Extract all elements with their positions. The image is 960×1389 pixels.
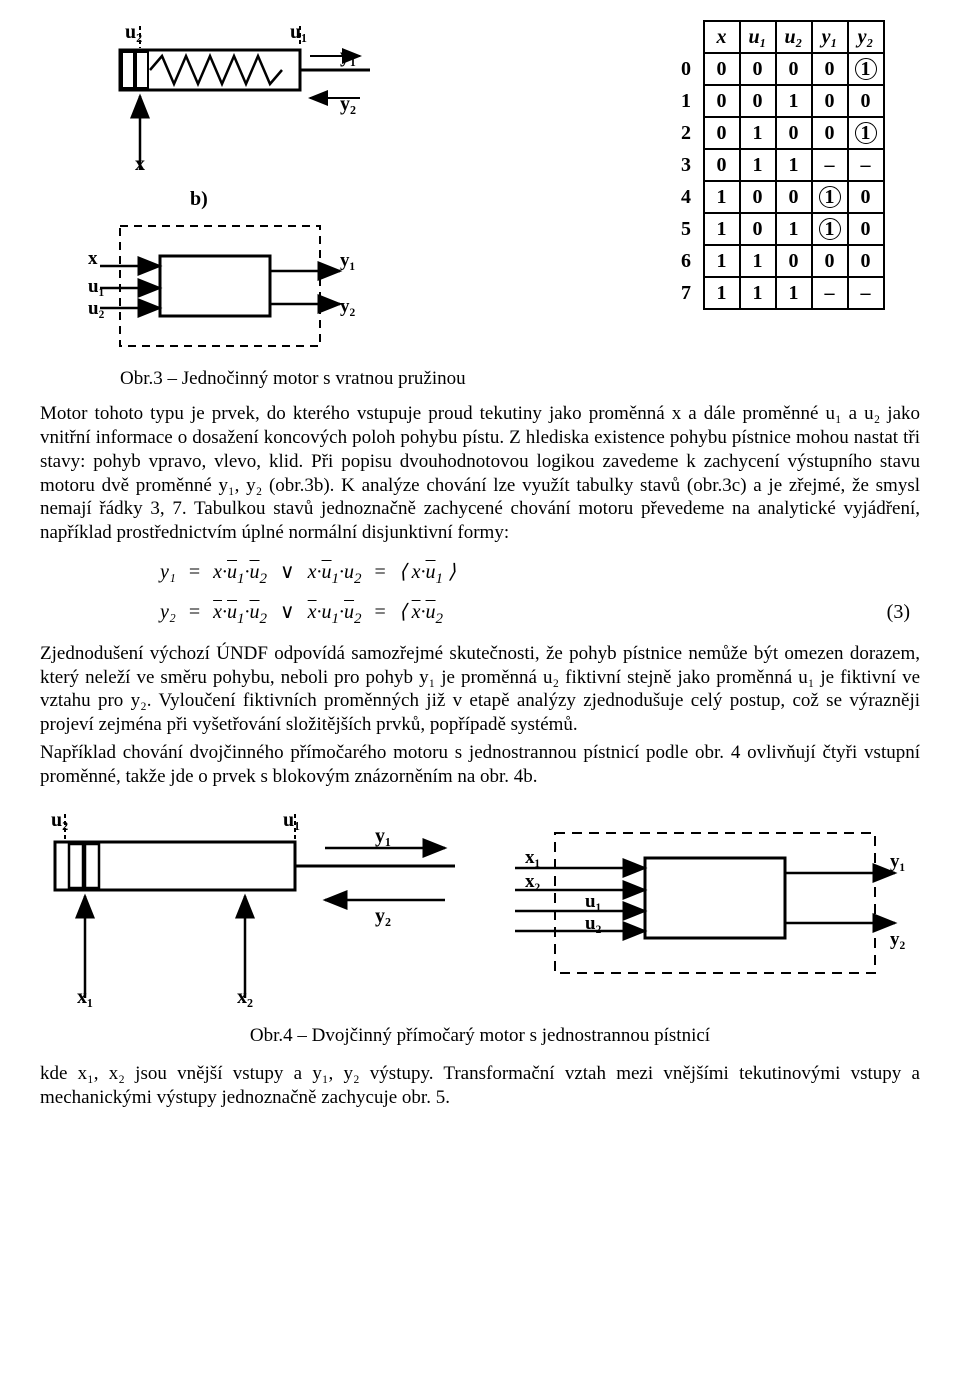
- svg-text:u₁: u₁: [585, 891, 601, 912]
- svg-text:y₁: y₁: [375, 825, 391, 847]
- para4: kde x₁, x₂ jsou vnější vstupy a y₁, y₂ v…: [40, 1062, 920, 1110]
- fig4-caption: Obr.4 – Dvojčinný přímočarý motor s jedn…: [40, 1024, 920, 1048]
- label-u2: u₂: [125, 21, 142, 43]
- svg-text:x₂: x₂: [525, 871, 541, 892]
- fig4-block-svg: x₁ x₂ u₁ u₂ y₁ y₂: [495, 823, 915, 993]
- eq-y2: y₂ = x·u1·u2 ∨ x·u1·u2 = ⟨ x·u2 (3): [160, 593, 920, 634]
- label-y2: y₂: [340, 93, 356, 115]
- svg-text:y₂: y₂: [890, 929, 906, 950]
- figure4-area: u₂ u₁ y₁ y₂ x₁ x₂ x₁ x₂ u₁: [40, 808, 920, 1008]
- svg-text:x₁: x₁: [525, 847, 540, 868]
- blk-x: x: [88, 248, 98, 269]
- blk-u1: u₁: [88, 276, 104, 297]
- para2: Zjednodušení výchozí ÚNDF odpovídá samoz…: [40, 642, 920, 737]
- svg-text:x₁: x₁: [77, 986, 93, 1008]
- state-table: xu₁u₂y₁y₂0000011001002010013011––4100105…: [676, 20, 885, 310]
- label-u1: u₁: [290, 21, 307, 43]
- eq-block: y₁ = x·u1·u2 ∨ x·u1·u2 = ⟨ x·u1 ⟩ y₂ = x…: [160, 553, 920, 634]
- svg-text:u₂: u₂: [51, 809, 68, 831]
- figure3-table-wrap: xu₁u₂y₁y₂0000011001002010013011––4100105…: [640, 20, 920, 310]
- svg-text:y₂: y₂: [375, 905, 391, 927]
- figure3-area: u₂ u₁ y₁ y₂ x b): [40, 20, 920, 363]
- para3: Například chování dvojčinného přímočaréh…: [40, 741, 920, 789]
- eq-y1: y₁ = x·u1·u2 ∨ x·u1·u2 = ⟨ x·u1 ⟩: [160, 553, 920, 594]
- blk-u2: u₂: [88, 298, 105, 319]
- figure3-diagrams: u₂ u₁ y₁ y₂ x b): [40, 20, 370, 363]
- svg-text:y₁: y₁: [890, 851, 905, 872]
- svg-text:x₂: x₂: [237, 986, 253, 1008]
- fig3-caption: Obr.3 – Jednočinný motor s vratnou pruži…: [120, 367, 920, 391]
- svg-text:u₂: u₂: [585, 913, 602, 934]
- fig3-block-svg: x u₁ u₂ y₁ y₂: [40, 216, 370, 356]
- fig4-piston-svg: u₂ u₁ y₁ y₂ x₁ x₂: [45, 808, 465, 1008]
- blk-y2: y₂: [340, 296, 356, 317]
- blk-y1: y₁: [340, 250, 355, 271]
- svg-text:u₁: u₁: [283, 809, 300, 831]
- para1: Motor tohoto typu je prvek, do kterého v…: [40, 402, 920, 545]
- fig3-b-label: b): [190, 187, 370, 212]
- fig3-piston-svg: u₂ u₁ y₁ y₂ x: [40, 20, 370, 180]
